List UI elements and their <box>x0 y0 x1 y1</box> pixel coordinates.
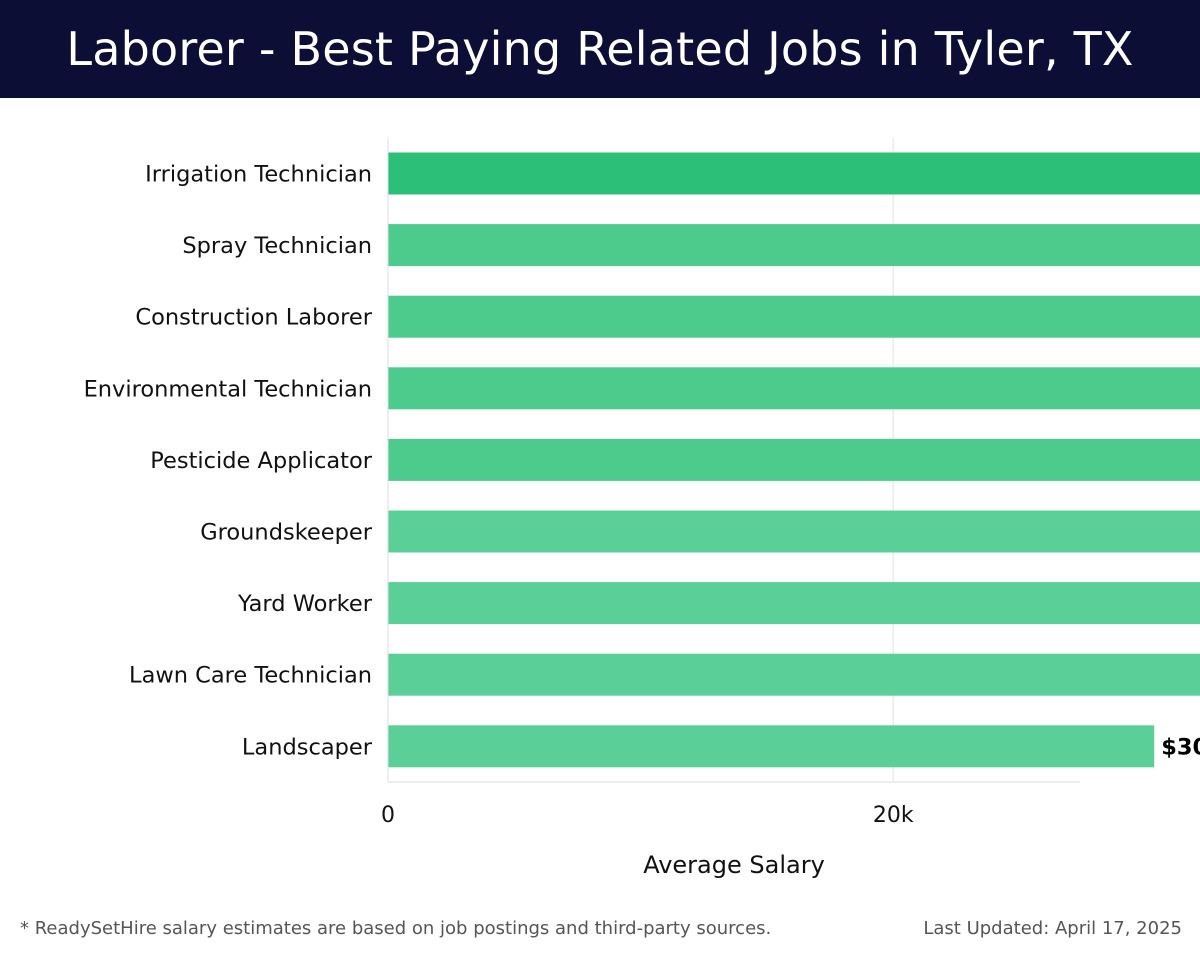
bar <box>388 438 1200 481</box>
category-label: Irrigation Technician <box>145 162 372 188</box>
category-label: Yard Worker <box>237 591 373 617</box>
category-label: Landscaper <box>242 734 373 760</box>
last-updated: Last Updated: April 17, 2025 <box>923 918 1182 939</box>
title-banner: Laborer - Best Paying Related Jobs in Ty… <box>0 0 1200 98</box>
x-tick-label: 0 <box>381 803 395 828</box>
bar <box>388 224 1200 267</box>
bar <box>388 653 1200 696</box>
category-label: Lawn Care Technician <box>129 663 372 689</box>
category-label: Environmental Technician <box>84 376 372 402</box>
bar <box>388 582 1200 625</box>
page-title: Laborer - Best Paying Related Jobs in Ty… <box>66 22 1134 76</box>
category-label: Spray Technician <box>182 233 372 259</box>
bar <box>388 725 1155 768</box>
bar <box>388 510 1200 553</box>
bar <box>388 367 1200 410</box>
salary-bar-chart: Irrigation Technician$52,095Spray Techni… <box>84 138 1200 879</box>
category-label: Construction Laborer <box>135 305 372 331</box>
footnote: * ReadySetHire salary estimates are base… <box>20 918 772 939</box>
x-tick-label: 20k <box>873 803 914 828</box>
category-label: Groundskeeper <box>200 520 373 546</box>
bar <box>388 295 1200 338</box>
bar <box>388 152 1200 195</box>
bars: Irrigation Technician$52,095Spray Techni… <box>84 152 1200 768</box>
value-label: $30,334 <box>1161 734 1200 760</box>
category-label: Pesticide Applicator <box>150 448 373 474</box>
x-axis-label: Average Salary <box>643 851 825 879</box>
axes: 020k40k <box>381 138 1080 828</box>
